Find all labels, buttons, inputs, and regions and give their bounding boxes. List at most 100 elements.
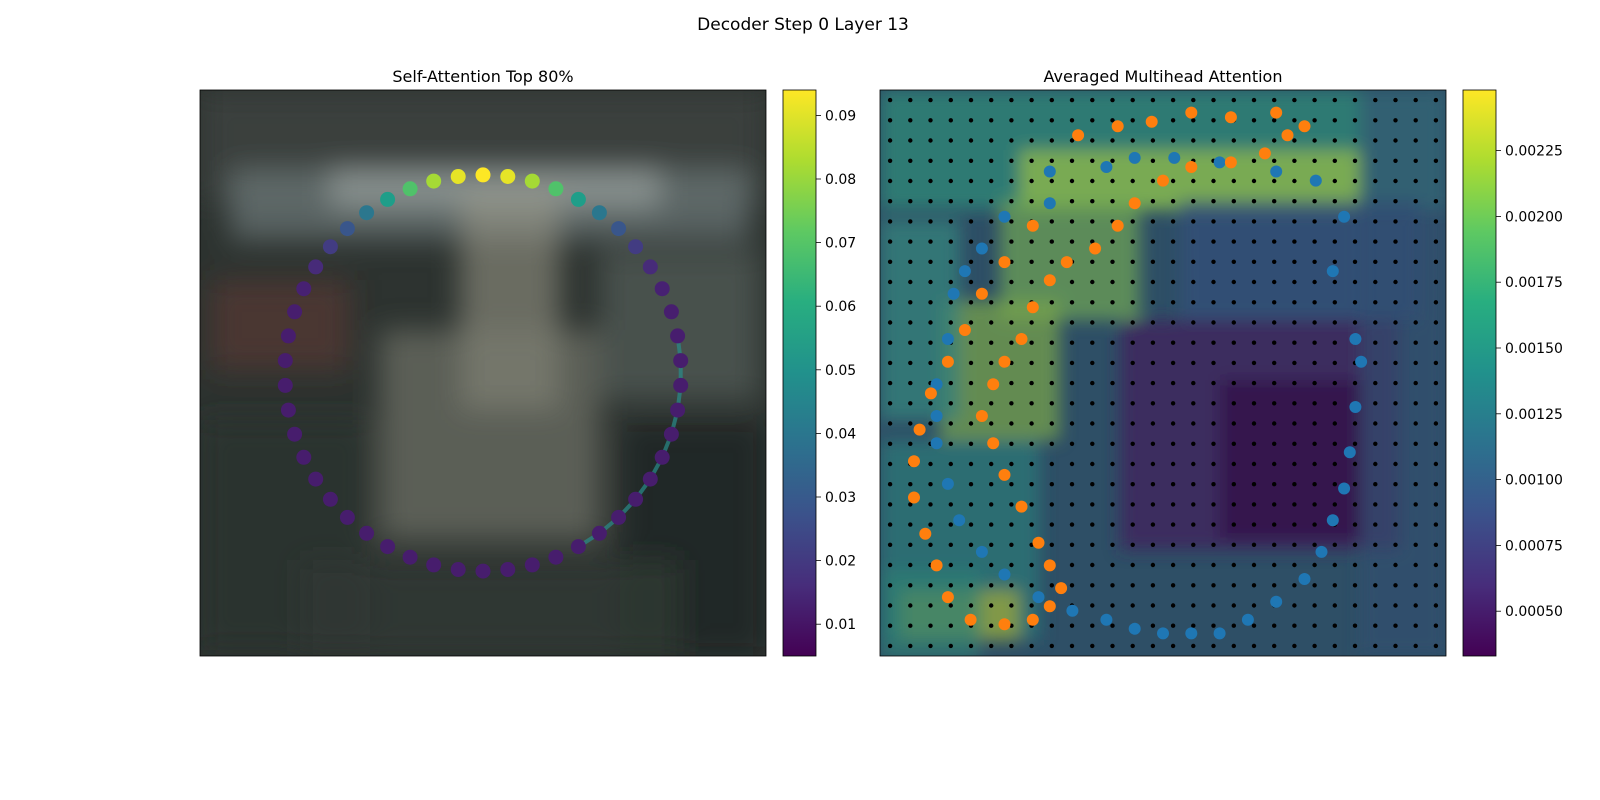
grid-dot xyxy=(1110,562,1115,568)
blue-series-point xyxy=(1349,333,1362,345)
grid-dot xyxy=(1332,97,1338,103)
grid-dot xyxy=(1272,97,1277,103)
grid-dot xyxy=(1191,482,1196,487)
grid-dot xyxy=(989,603,994,608)
grid-dot xyxy=(1413,178,1418,184)
grid-dot xyxy=(1150,340,1156,345)
grid-dot xyxy=(1352,522,1358,527)
grid-dot xyxy=(1090,219,1095,224)
grid-dot xyxy=(908,178,913,184)
grid-dot xyxy=(1393,421,1398,426)
grid-dot xyxy=(1049,138,1055,143)
grid-dot xyxy=(1272,522,1277,527)
grid-dot xyxy=(1069,118,1075,123)
grid-dot xyxy=(948,380,953,386)
grid-dot xyxy=(1211,97,1216,103)
grid-dot xyxy=(1009,522,1014,527)
grid-dot xyxy=(1373,259,1378,264)
grid-dot xyxy=(1292,219,1297,224)
orange-series-point xyxy=(1015,500,1028,513)
grid-dot xyxy=(1393,138,1398,143)
grid-dot xyxy=(1150,158,1156,163)
grid-dot xyxy=(1373,360,1378,366)
grid-dot xyxy=(1009,97,1014,103)
grid-dot xyxy=(1049,461,1055,467)
blue-series-point xyxy=(1043,197,1056,210)
grid-dot xyxy=(1211,522,1216,527)
blue-series-point xyxy=(1128,622,1141,635)
grid-dot xyxy=(887,239,893,244)
orange-series-point xyxy=(1026,613,1039,626)
colorbar-tick-label: 0.05 xyxy=(825,363,856,379)
grid-dot xyxy=(1069,178,1075,184)
attention-point xyxy=(642,471,658,487)
orange-series-point xyxy=(1060,256,1073,269)
grid-dot xyxy=(1393,279,1398,285)
grid-dot xyxy=(1292,461,1297,467)
grid-dot xyxy=(1069,279,1075,285)
grid-dot xyxy=(1130,583,1135,588)
grid-dot xyxy=(1251,279,1257,285)
grid-dot xyxy=(948,401,953,406)
grid-dot xyxy=(1150,522,1156,527)
grid-dot xyxy=(1312,380,1317,386)
grid-dot xyxy=(1211,340,1216,345)
grid-dot xyxy=(908,158,913,163)
grid-dot xyxy=(1433,522,1439,527)
grid-dot xyxy=(1292,522,1297,527)
grid-dot xyxy=(1251,482,1257,487)
grid-dot xyxy=(1049,380,1055,386)
attention-point xyxy=(670,328,686,344)
grid-dot xyxy=(1029,340,1034,345)
grid-dot xyxy=(887,542,893,547)
grid-dot xyxy=(1110,623,1115,628)
grid-dot xyxy=(1009,320,1014,325)
grid-dot xyxy=(1231,199,1237,204)
grid-dot xyxy=(1170,279,1176,285)
grid-dot xyxy=(1373,380,1378,386)
grid-dot xyxy=(1150,623,1156,628)
grid-dot xyxy=(1272,199,1277,204)
grid-dot xyxy=(1231,279,1237,285)
grid-dot xyxy=(1413,441,1418,446)
grid-dot xyxy=(1352,482,1358,487)
grid-dot xyxy=(989,178,994,184)
orange-series-point xyxy=(1089,242,1102,255)
grid-dot xyxy=(968,199,974,204)
grid-dot xyxy=(887,138,893,143)
grid-dot xyxy=(1292,380,1297,386)
blue-series-point xyxy=(930,410,943,422)
grid-dot xyxy=(928,583,933,588)
grid-dot xyxy=(1352,97,1358,103)
orange-series-point xyxy=(1026,301,1039,314)
grid-dot xyxy=(928,259,933,264)
grid-dot xyxy=(1373,138,1378,143)
grid-dot xyxy=(968,259,974,264)
grid-dot xyxy=(1009,239,1014,244)
grid-dot xyxy=(1191,441,1196,446)
grid-dot xyxy=(1352,583,1358,588)
grid-dot xyxy=(887,259,893,264)
grid-dot xyxy=(1272,138,1277,143)
orange-series-point xyxy=(1157,174,1169,187)
grid-dot xyxy=(1312,623,1317,628)
colorbar-tick-label: 0.08 xyxy=(825,172,856,188)
grid-dot xyxy=(948,583,953,588)
grid-dot xyxy=(908,259,913,264)
orange-series-point xyxy=(1185,106,1198,119)
grid-dot xyxy=(1251,542,1257,547)
grid-dot xyxy=(1009,562,1014,568)
grid-dot xyxy=(1231,421,1237,426)
grid-dot xyxy=(1211,360,1216,366)
grid-dot xyxy=(1090,643,1095,649)
grid-dot xyxy=(1393,562,1398,568)
grid-dot xyxy=(1292,118,1297,123)
grid-dot xyxy=(1292,623,1297,628)
grid-dot xyxy=(928,643,933,649)
grid-dot xyxy=(1029,421,1034,426)
grid-dot xyxy=(948,421,953,426)
averaged-attention-colorbar-ticks: 0.00050 0.00075 0.00100 0.00125 0.00150 0.001… xyxy=(1496,144,1563,620)
blue-series-point xyxy=(1355,355,1368,368)
grid-dot xyxy=(1413,542,1418,547)
grid-dot xyxy=(1312,441,1317,446)
